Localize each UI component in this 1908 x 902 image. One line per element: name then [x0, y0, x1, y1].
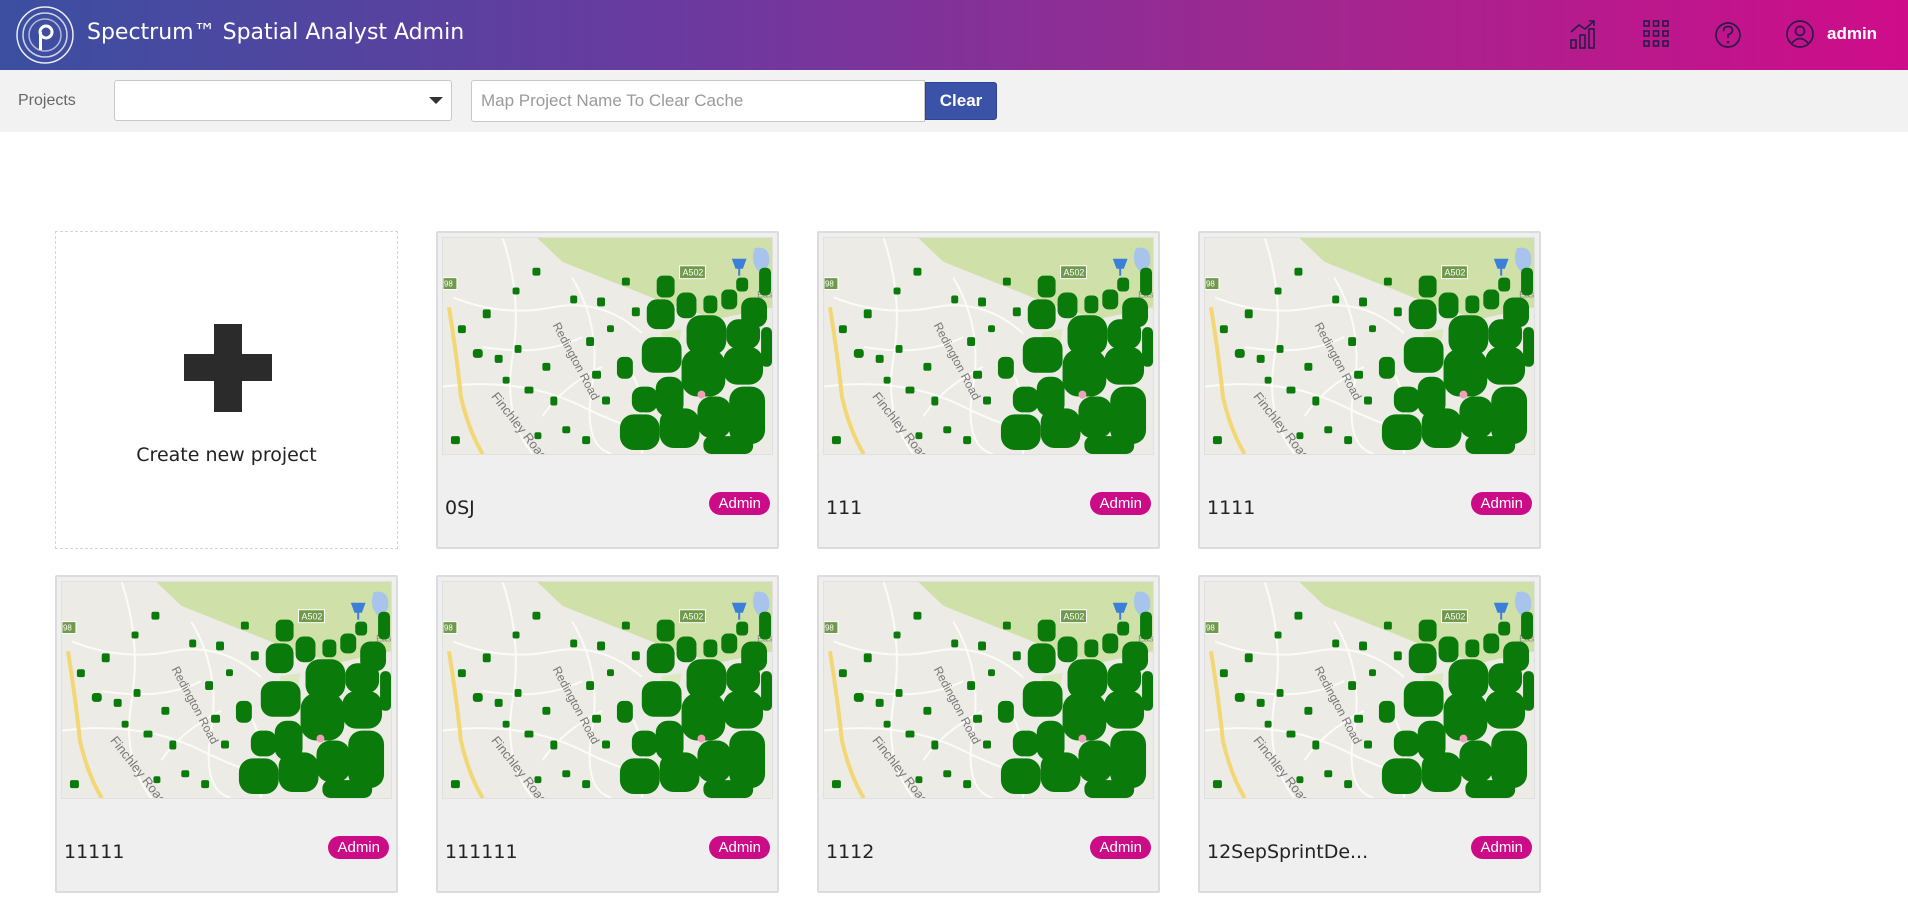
project-card[interactable]: Finchley Road Redington Road A502 98 Eas: [1198, 575, 1541, 893]
project-card[interactable]: Finchley Road Redington Road A502 98 Eas: [1198, 231, 1541, 549]
role-badge: Admin: [1090, 836, 1151, 859]
project-name: 12SepSprintDe...: [1207, 841, 1369, 863]
svg-text:98: 98: [825, 624, 834, 633]
role-badge: Admin: [1090, 492, 1151, 515]
apps-grid-icon[interactable]: [1641, 18, 1671, 50]
project-card[interactable]: Finchley Road Redington Road A502 98 Eas: [436, 231, 779, 549]
svg-text:98: 98: [1206, 280, 1215, 289]
project-name: 111: [826, 497, 863, 519]
user-icon: [1786, 20, 1814, 48]
project-card[interactable]: Finchley Road Redington Road A502 98 Eas: [436, 575, 779, 893]
user-menu[interactable]: admin: [1785, 18, 1877, 50]
username-label: admin: [1827, 24, 1878, 43]
project-name: 11111: [64, 841, 125, 863]
chart-icon[interactable]: [1568, 18, 1598, 50]
project-map-thumbnail: Finchley Road Redington Road A502 98 Eas: [1204, 237, 1535, 455]
spectrum-logo: [16, 6, 74, 64]
role-badge: Admin: [709, 836, 770, 859]
projects-dropdown[interactable]: [114, 80, 452, 121]
role-badge: Admin: [328, 836, 389, 859]
role-badge: Admin: [1471, 836, 1532, 859]
project-map-thumbnail: Finchley Road Redington Road A502 98 Eas: [823, 581, 1154, 799]
svg-text:A502: A502: [683, 612, 704, 622]
plus-icon: [184, 324, 272, 412]
project-map-thumbnail: Finchley Road Redington Road A502 98 Eas: [61, 581, 392, 799]
project-map-thumbnail: Finchley Road Redington Road A502 98 Eas: [442, 237, 773, 455]
svg-text:98: 98: [444, 624, 453, 633]
create-project-label: Create new project: [136, 444, 317, 466]
svg-text:98: 98: [825, 280, 834, 289]
help-icon[interactable]: [1713, 18, 1743, 50]
project-grid: Create new project Finchley Road Redingt…: [55, 231, 1555, 893]
svg-text:98: 98: [63, 624, 72, 633]
svg-text:A502: A502: [302, 612, 323, 622]
clear-cache-button[interactable]: Clear: [925, 82, 997, 120]
app-title: Spectrum™ Spatial Analyst Admin: [87, 20, 465, 45]
chevron-down-icon: [429, 97, 443, 104]
project-card[interactable]: Finchley Road Redington Road A502 98 Eas: [817, 575, 1160, 893]
role-badge: Admin: [1471, 492, 1532, 515]
svg-text:98: 98: [444, 280, 453, 289]
svg-text:A502: A502: [683, 268, 704, 278]
clear-cache-input[interactable]: [471, 80, 925, 122]
project-card[interactable]: Finchley Road Redington Road A502 98 Eas: [817, 231, 1160, 549]
svg-text:A502: A502: [1445, 268, 1466, 278]
svg-text:A502: A502: [1064, 268, 1085, 278]
project-name: 0SJ: [445, 497, 475, 519]
project-card[interactable]: Finchley Road Redington Road A502 98 Eas: [55, 575, 398, 893]
svg-text:A502: A502: [1445, 612, 1466, 622]
project-name: 1111: [1207, 497, 1256, 519]
create-project-card[interactable]: Create new project: [55, 231, 398, 549]
project-map-thumbnail: Finchley Road Redington Road A502 98 Eas: [1204, 581, 1535, 799]
project-map-thumbnail: Finchley Road Redington Road A502 98 Eas: [823, 237, 1154, 455]
role-badge: Admin: [709, 492, 770, 515]
svg-text:A502: A502: [1064, 612, 1085, 622]
svg-text:98: 98: [1206, 624, 1215, 633]
project-name: 1112: [826, 841, 875, 863]
project-map-thumbnail: Finchley Road Redington Road A502 98 Eas: [442, 581, 773, 799]
toolbar: Projects Clear: [0, 70, 1908, 132]
projects-label: Projects: [18, 92, 76, 109]
project-name: 111111: [445, 841, 518, 863]
top-header-bar: Spectrum™ Spatial Analyst Admin admin: [0, 0, 1908, 70]
